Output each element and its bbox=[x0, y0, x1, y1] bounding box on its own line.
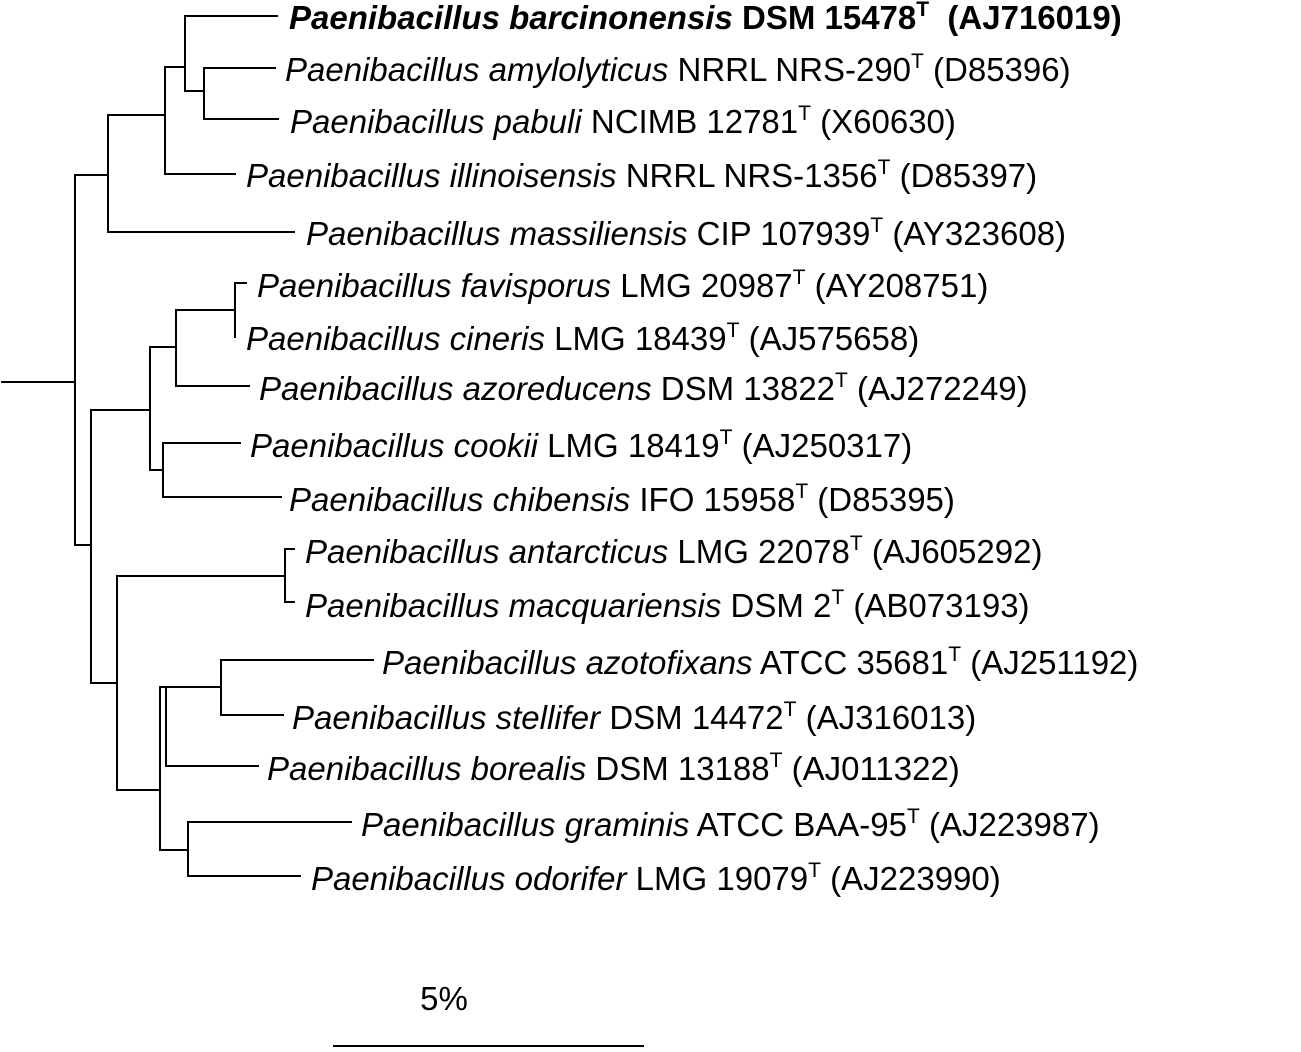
taxon-species: Paenibacillus stellifer bbox=[292, 699, 602, 736]
taxon-species: Paenibacillus amylolyticus bbox=[285, 51, 668, 88]
scale-bar: 5% bbox=[333, 980, 644, 1047]
taxon-accession: (AJ716019) bbox=[929, 0, 1122, 36]
taxon-species: Paenibacillus favisporus bbox=[257, 267, 611, 304]
taxon-accession: (AJ251192) bbox=[961, 644, 1138, 681]
taxon-strain: LMG 18439 bbox=[545, 320, 727, 357]
taxon-species: Paenibacillus cookii bbox=[250, 427, 540, 464]
taxon-accession: (AJ575658) bbox=[739, 320, 919, 357]
taxon-label: Paenibacillus massiliensis CIP 107939T (… bbox=[306, 214, 1066, 252]
type-strain-mark: T bbox=[808, 859, 821, 882]
type-strain-mark: T bbox=[850, 532, 863, 555]
type-strain-mark: T bbox=[948, 643, 961, 666]
taxon-species: Paenibacillus borealis bbox=[267, 750, 586, 787]
taxon-accession: (AJ223987) bbox=[920, 806, 1100, 843]
type-strain-mark: T bbox=[878, 156, 891, 179]
taxon-species: Paenibacillus barcinonensis bbox=[289, 0, 733, 36]
taxon-species: Paenibacillus pabuli bbox=[290, 103, 583, 140]
taxon-label: Paenibacillus azotofixans ATCC 35681T (A… bbox=[382, 643, 1138, 681]
type-strain-mark: T bbox=[770, 749, 783, 772]
taxon-label: Paenibacillus antarcticus LMG 22078T (AJ… bbox=[305, 532, 1042, 570]
taxon-strain: LMG 18419 bbox=[538, 427, 720, 464]
taxon-species: Paenibacillus graminis bbox=[361, 806, 689, 843]
taxon-label: Paenibacillus stellifer DSM 14472T (AJ31… bbox=[292, 698, 976, 736]
type-strain-mark: T bbox=[831, 586, 844, 609]
type-strain-mark: T bbox=[793, 266, 806, 289]
tree-branches bbox=[1, 15, 374, 877]
taxon-strain: DSM 13822 bbox=[652, 370, 835, 407]
taxon-species: Paenibacillus illinoisensis bbox=[246, 157, 617, 194]
taxon-species: Paenibacillus azotofixans bbox=[382, 644, 753, 681]
taxon-accession: (X60630) bbox=[811, 103, 956, 140]
type-strain-mark: T bbox=[727, 319, 740, 342]
taxon-label: Paenibacillus odorifer LMG 19079T (AJ223… bbox=[311, 859, 1001, 897]
taxon-strain: DSM 14472 bbox=[600, 699, 783, 736]
scale-bar-label: 5% bbox=[420, 980, 468, 1017]
type-strain-mark: T bbox=[911, 50, 924, 73]
taxon-strain: ATCC 35681 bbox=[753, 644, 949, 681]
taxon-accession: (AB073193) bbox=[844, 587, 1029, 624]
taxon-strain: NRRL NRS-1356 bbox=[617, 157, 878, 194]
taxon-strain: NCIMB 12781 bbox=[582, 103, 798, 140]
taxon-accession: (AJ316013) bbox=[796, 699, 976, 736]
taxon-label: Paenibacillus macquariensis DSM 2T (AB07… bbox=[305, 586, 1030, 624]
taxon-label: Paenibacillus cookii LMG 18419T (AJ25031… bbox=[250, 426, 912, 464]
taxon-accession: (AJ272249) bbox=[848, 370, 1028, 407]
type-strain-mark: T bbox=[784, 698, 797, 721]
taxon-label: Paenibacillus graminis ATCC BAA-95T (AJ2… bbox=[361, 805, 1100, 843]
taxon-species: Paenibacillus azoreducens bbox=[259, 370, 652, 407]
taxon-species: Paenibacillus antarcticus bbox=[305, 533, 668, 570]
taxon-label: Paenibacillus azoreducens DSM 13822T (AJ… bbox=[259, 369, 1028, 407]
taxon-species: Paenibacillus odorifer bbox=[311, 860, 629, 897]
taxon-accession: (D85395) bbox=[808, 481, 955, 518]
taxon-species: Paenibacillus cineris bbox=[246, 320, 545, 357]
taxon-strain: DSM 15478 bbox=[733, 0, 916, 36]
taxon-accession: (AY208751) bbox=[805, 267, 988, 304]
taxon-species: Paenibacillus macquariensis bbox=[305, 587, 721, 624]
taxon-strain: CIP 107939 bbox=[688, 215, 871, 252]
type-strain-mark: T bbox=[720, 426, 733, 449]
taxon-strain: LMG 20987 bbox=[611, 267, 793, 304]
taxon-accession: (AJ223990) bbox=[821, 860, 1001, 897]
taxon-species: Paenibacillus chibensis bbox=[289, 481, 630, 518]
type-strain-mark: T bbox=[870, 214, 883, 237]
taxon-labels: Paenibacillus barcinonensis DSM 15478T (… bbox=[246, 0, 1138, 897]
taxon-accession: (AJ250317) bbox=[732, 427, 912, 464]
taxon-species: Paenibacillus massiliensis bbox=[306, 215, 688, 252]
taxon-label: Paenibacillus cineris LMG 18439T (AJ5756… bbox=[246, 319, 919, 357]
taxon-label: Paenibacillus borealis DSM 13188T (AJ011… bbox=[267, 749, 960, 787]
taxon-strain: DSM 13188 bbox=[586, 750, 769, 787]
taxon-label: Paenibacillus favisporus LMG 20987T (AY2… bbox=[257, 266, 988, 304]
taxon-label: Paenibacillus chibensis IFO 15958T (D853… bbox=[289, 480, 955, 518]
taxon-accession: (D85396) bbox=[924, 51, 1071, 88]
taxon-accession: (AJ011322) bbox=[782, 750, 959, 787]
type-strain-mark: T bbox=[916, 0, 929, 21]
taxon-label: Paenibacillus illinoisensis NRRL NRS-135… bbox=[246, 156, 1037, 194]
type-strain-mark: T bbox=[795, 480, 808, 503]
taxon-label: Paenibacillus barcinonensis DSM 15478T (… bbox=[289, 0, 1122, 36]
taxon-strain: NRRL NRS-290 bbox=[668, 51, 911, 88]
taxon-accession: (AY323608) bbox=[883, 215, 1066, 252]
type-strain-mark: T bbox=[835, 369, 848, 392]
type-strain-mark: T bbox=[907, 805, 920, 828]
taxon-label: Paenibacillus pabuli NCIMB 12781T (X6063… bbox=[290, 102, 956, 140]
taxon-strain: LMG 19079 bbox=[627, 860, 809, 897]
taxon-accession: (AJ605292) bbox=[863, 533, 1043, 570]
taxon-strain: IFO 15958 bbox=[630, 481, 795, 518]
taxon-accession: (D85397) bbox=[890, 157, 1037, 194]
taxon-strain: LMG 22078 bbox=[668, 533, 850, 570]
taxon-strain: DSM 2 bbox=[721, 587, 831, 624]
taxon-strain: ATCC BAA-95 bbox=[689, 806, 907, 843]
taxon-label: Paenibacillus amylolyticus NRRL NRS-290T… bbox=[285, 50, 1071, 88]
type-strain-mark: T bbox=[798, 102, 811, 125]
